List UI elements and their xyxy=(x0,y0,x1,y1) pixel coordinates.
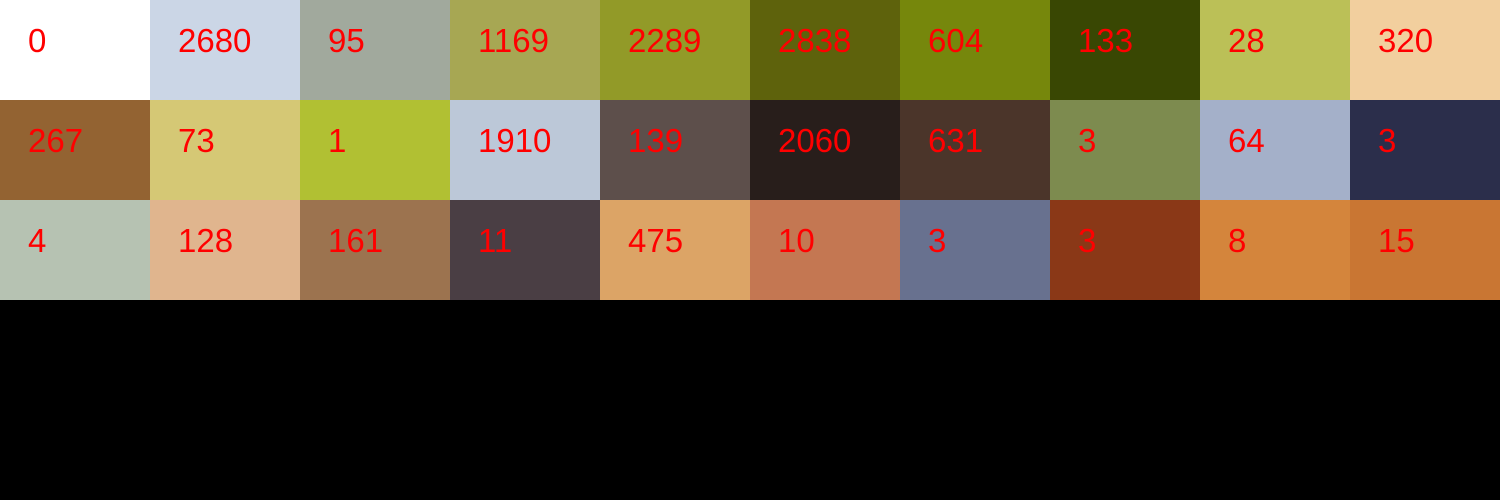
color-swatch: 3 xyxy=(1350,100,1500,200)
color-swatch: 73 xyxy=(150,100,300,200)
swatch-count-label: 15 xyxy=(1378,222,1415,259)
swatch-count-label: 8 xyxy=(1228,222,1247,259)
swatch-count-label: 4 xyxy=(28,222,47,259)
color-swatch: 161 xyxy=(300,200,450,300)
color-palette-grid: 0 2680 95 1169 2289 2838 604 133 28 320 267 73 1 1910… xyxy=(0,0,1500,300)
color-swatch: 475 xyxy=(600,200,750,300)
swatch-count-label: 320 xyxy=(1378,22,1434,59)
swatch-count-label: 2680 xyxy=(178,22,252,59)
swatch-count-label: 11 xyxy=(478,222,513,259)
swatch-count-label: 95 xyxy=(328,22,365,59)
color-swatch: 2060 xyxy=(750,100,900,200)
color-swatch: 3 xyxy=(1050,100,1200,200)
swatch-count-label: 631 xyxy=(928,122,984,159)
color-swatch: 133 xyxy=(1050,0,1200,100)
color-swatch: 0 xyxy=(0,0,150,100)
color-swatch: 64 xyxy=(1200,100,1350,200)
swatch-count-label: 128 xyxy=(178,222,234,259)
swatch-count-label: 2060 xyxy=(778,122,852,159)
color-swatch: 8 xyxy=(1200,200,1350,300)
color-swatch: 95 xyxy=(300,0,450,100)
swatch-count-label: 139 xyxy=(628,122,684,159)
swatch-count-label: 267 xyxy=(28,122,84,159)
color-swatch: 267 xyxy=(0,100,150,200)
color-swatch: 320 xyxy=(1350,0,1500,100)
color-swatch: 139 xyxy=(600,100,750,200)
swatch-count-label: 64 xyxy=(1228,122,1265,159)
color-swatch: 3 xyxy=(1050,200,1200,300)
swatch-count-label: 3 xyxy=(1078,222,1097,259)
swatch-count-label: 2838 xyxy=(778,22,852,59)
swatch-count-label: 1169 xyxy=(478,22,549,59)
color-swatch: 4 xyxy=(0,200,150,300)
color-swatch: 28 xyxy=(1200,0,1350,100)
color-swatch: 3 xyxy=(900,200,1050,300)
swatch-count-label: 73 xyxy=(178,122,215,159)
swatch-count-label: 1 xyxy=(328,122,347,159)
color-swatch: 2838 xyxy=(750,0,900,100)
swatch-count-label: 604 xyxy=(928,22,984,59)
swatch-count-label: 10 xyxy=(778,222,815,259)
swatch-count-label: 3 xyxy=(1378,122,1397,159)
swatch-count-label: 0 xyxy=(28,22,47,59)
color-swatch: 10 xyxy=(750,200,900,300)
swatch-count-label: 161 xyxy=(328,222,384,259)
color-swatch: 128 xyxy=(150,200,300,300)
color-swatch: 604 xyxy=(900,0,1050,100)
swatch-count-label: 2289 xyxy=(628,22,702,59)
color-swatch: 1910 xyxy=(450,100,600,200)
swatch-count-label: 133 xyxy=(1078,22,1134,59)
swatch-count-label: 1910 xyxy=(478,122,552,159)
swatch-count-label: 3 xyxy=(928,222,947,259)
color-swatch: 15 xyxy=(1350,200,1500,300)
color-swatch: 2680 xyxy=(150,0,300,100)
color-swatch: 11 xyxy=(450,200,600,300)
color-swatch: 631 xyxy=(900,100,1050,200)
color-swatch: 2289 xyxy=(600,0,750,100)
swatch-count-label: 475 xyxy=(628,222,684,259)
swatch-count-label: 28 xyxy=(1228,22,1265,59)
swatch-count-label: 3 xyxy=(1078,122,1097,159)
color-swatch: 1169 xyxy=(450,0,600,100)
color-swatch: 1 xyxy=(300,100,450,200)
